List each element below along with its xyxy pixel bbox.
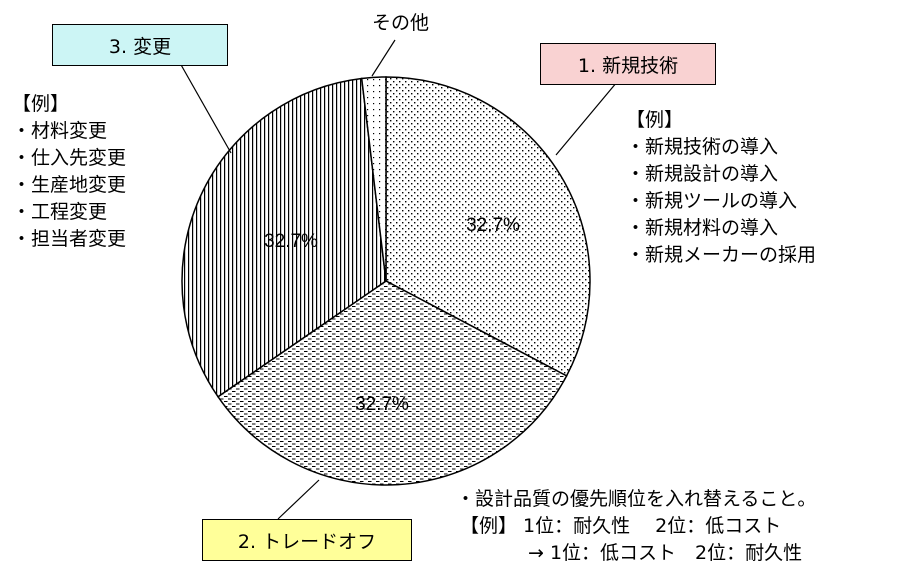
label-tradeoff: 2. トレードオフ [237,530,377,553]
tradeoff-note-line3: → 1位：低コスト 2位：耐久性 [528,542,803,564]
slice-tradeoff [216,280,568,486]
slice-change [181,77,387,398]
new-tech-examples: 【例】 ・新規技術の導入 ・新規設計の導入 ・新規ツールの導入 ・新規材料の導入… [626,107,816,269]
slice-value-label: 32.7% [355,394,409,415]
new-tech-example-item: ・新規技術の導入 [626,136,779,158]
label-change-box: 3. 変更 [52,24,228,66]
label-change: 3. 変更 [108,35,172,58]
new-tech-example-item: ・新規メーカーの採用 [626,244,817,266]
leader-change [179,62,232,154]
tradeoff-note-line1: ・設計品質の優先順位を入れ替えること。 [456,488,817,510]
leader-tradeoff [277,479,320,520]
change-example-item: ・仕入先変更 [12,147,127,169]
new-tech-examples-header: 【例】 [626,109,684,131]
label-tradeoff-box: 2. トレードオフ [202,519,412,561]
label-other: その他 [372,12,430,34]
new-tech-example-item: ・新規ツールの導入 [626,190,798,212]
leader-other [371,39,396,77]
label-new-tech: 1. 新規技術 [577,54,679,77]
slice-other [360,76,387,282]
change-examples-header: 【例】 [12,93,70,115]
new-tech-example-item: ・新規設計の導入 [626,163,779,185]
change-example-item: ・生産地変更 [12,174,127,196]
slice-new-tech [385,76,591,377]
slice-value-label: 32.7% [466,215,520,236]
label-new-tech-box: 1. 新規技術 [540,43,716,85]
change-examples: 【例】 ・材料変更 ・仕入先変更 ・生産地変更 ・工程変更 ・担当者変更 [12,91,126,253]
tradeoff-note-line2: 【例】 1位：耐久性 2位：低コスト [460,515,782,537]
change-example-item: ・材料変更 [12,120,108,142]
slice-value-label: 32.7% [264,231,318,252]
change-example-item: ・工程変更 [12,201,108,223]
new-tech-example-item: ・新規材料の導入 [626,217,779,239]
change-example-item: ・担当者変更 [12,228,127,250]
leader-new-tech [555,81,618,156]
tradeoff-note: ・設計品質の優先順位を入れ替えること。 【例】 1位：耐久性 2位：低コスト →… [456,486,816,567]
